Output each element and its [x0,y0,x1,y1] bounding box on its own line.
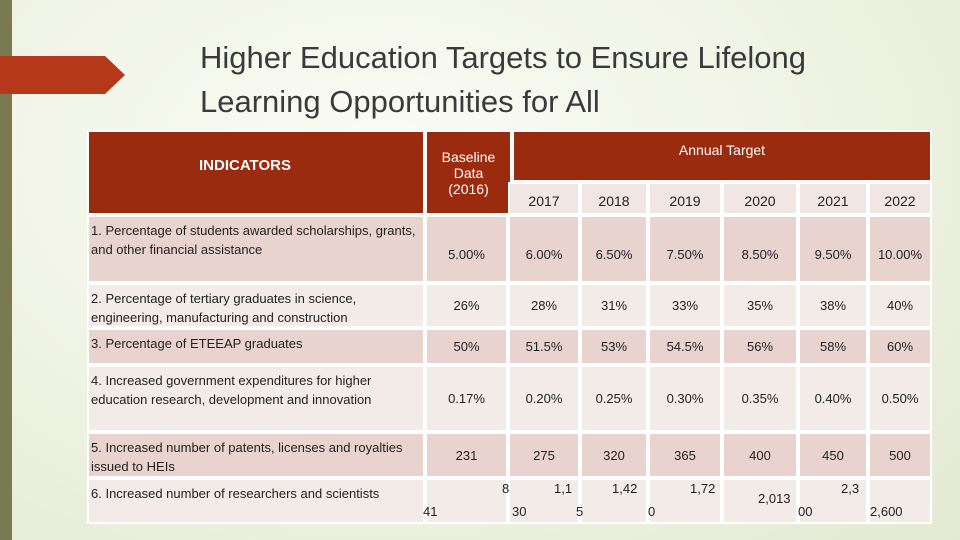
indicators-header: INDICATORS [87,130,425,215]
value-fragment: 1,1 [554,481,573,496]
indicator-cell: 6. Increased number of researchers and s… [87,478,425,524]
value-cell: 400 [722,432,798,478]
value-fragment: 1,42 [612,481,638,496]
baseline-header: Baseline Data (2016) [425,130,512,215]
value-cell: 9.50% [798,215,868,283]
value-cell: 35% [722,283,798,328]
year-header: 2018 [580,182,648,215]
value-cell: 8.50% [722,215,798,283]
year-header: 2017 [508,182,580,215]
value-cell: 40% [868,283,932,328]
value-cell: 26% [425,283,508,328]
value-fragment: 2,600 [870,504,903,519]
value-cell: 231 [425,432,508,478]
value-cell: 58% [798,328,868,365]
value-cell [580,478,648,524]
value-cell: 60% [868,328,932,365]
value-cell: 0.17% [425,365,508,432]
value-cell: 33% [648,283,722,328]
value-cell: 0.30% [648,365,722,432]
annual-target-header: Annual Target [512,130,932,182]
value-cell: 275 [508,432,580,478]
value-fragment: 8 [502,481,510,496]
value-cell: 56% [722,328,798,365]
slide-title: Higher Education Targets to Ensure Lifel… [200,40,807,119]
value-cell: 51.5% [508,328,580,365]
value-cell [722,478,798,524]
value-fragment: 30 [512,504,527,519]
value-cell: 50% [425,328,508,365]
indicator-cell: 4. Increased government expenditures for… [87,365,425,432]
value-cell: 320 [580,432,648,478]
value-fragment: 0 [648,504,656,519]
indicator-cell: 3. Percentage of ETEEAP graduates [87,328,425,365]
value-cell: 53% [580,328,648,365]
value-cell [508,478,580,524]
value-cell: 6.00% [508,215,580,283]
value-cell: 38% [798,283,868,328]
value-cell [425,478,508,524]
indicator-cell: 2. Percentage of tertiary graduates in s… [87,283,425,328]
arrow-decoration [0,56,125,94]
value-fragment: 5 [576,504,584,519]
value-cell: 10.00% [868,215,932,283]
value-fragment: 00 [798,504,813,519]
value-cell: 0.35% [722,365,798,432]
value-fragment: 41 [423,504,438,519]
value-cell: 365 [648,432,722,478]
value-cell: 28% [508,283,580,328]
value-cell [648,478,722,524]
value-cell: 0.50% [868,365,932,432]
value-fragment: 2,013 [758,491,791,506]
value-fragment: 1,72 [690,481,716,496]
value-cell: 0.20% [508,365,580,432]
value-cell: 31% [580,283,648,328]
value-cell: 450 [798,432,868,478]
value-cell: 0.40% [798,365,868,432]
indicator-cell: 5. Increased number of patents, licenses… [87,432,425,478]
year-header: 2019 [648,182,722,215]
value-cell: 500 [868,432,932,478]
value-cell [868,478,932,524]
value-cell: 6.50% [580,215,648,283]
year-header: 2021 [798,182,868,215]
year-header: 2022 [868,182,932,215]
side-bar [0,0,12,540]
value-cell: 54.5% [648,328,722,365]
value-cell: 0.25% [580,365,648,432]
value-fragment: 2,3 [841,481,860,496]
value-cell: 7.50% [648,215,722,283]
indicator-cell: 1. Percentage of students awarded schola… [87,215,425,283]
value-cell [798,478,868,524]
year-header: 2020 [722,182,798,215]
value-cell: 5.00% [425,215,508,283]
arrow [0,56,125,94]
